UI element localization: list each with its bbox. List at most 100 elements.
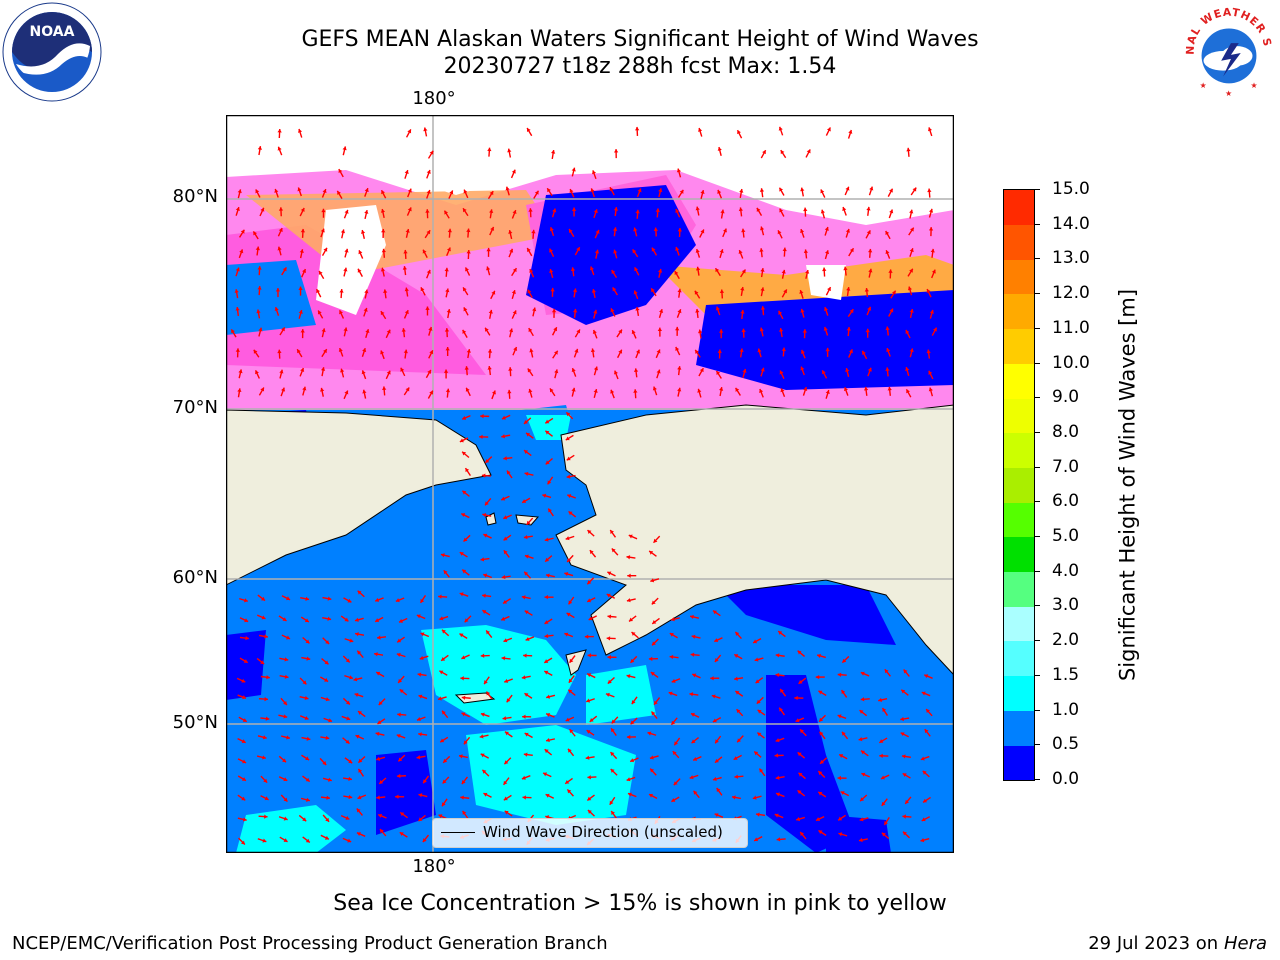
wind-wave-arrowhead [462, 490, 467, 495]
wind-wave-arrowhead [242, 695, 247, 700]
wind-wave-arrowhead [339, 310, 343, 315]
wind-wave-arrowhead [651, 247, 656, 252]
wind-wave-arrowhead [244, 618, 249, 623]
wind-wave-arrowhead [255, 370, 259, 375]
wind-wave-arrowhead [720, 209, 725, 214]
wind-wave-arrowhead [480, 557, 485, 562]
wind-wave-arrowhead [921, 817, 926, 822]
wind-wave-arrowhead [693, 790, 698, 795]
wind-wave-arrowhead [284, 657, 289, 662]
wind-wave-arrowhead [508, 367, 513, 371]
land-siberia [226, 409, 492, 586]
wind-wave-arrowhead [242, 759, 247, 764]
wind-wave-arrowhead [631, 330, 636, 335]
wind-wave-arrowhead [860, 697, 865, 702]
wind-wave-arrowhead [928, 370, 933, 375]
wind-wave-arrowhead [479, 434, 483, 440]
wind-wave-arrowhead [480, 712, 485, 717]
wind-wave-arrowhead [403, 249, 408, 254]
wind-wave-arrowhead [306, 797, 310, 802]
wind-wave-arrowhead [820, 209, 825, 214]
wind-wave-arrowhead [511, 169, 516, 174]
wind-wave-arrowhead [462, 329, 467, 334]
wind-wave-arrowhead [715, 268, 720, 273]
wind-wave-arrowhead [286, 635, 291, 640]
wind-wave-arrowhead [277, 246, 282, 251]
wind-wave-arrowhead [544, 595, 548, 600]
wind-wave-arrowhead [283, 797, 288, 802]
wind-wave-arrowhead [305, 756, 310, 761]
wind-wave-arrowhead [695, 249, 700, 253]
wind-wave-arrowhead [677, 387, 682, 392]
wind-wave-arrowhead [568, 600, 573, 605]
wind-wave-arrowhead [571, 167, 576, 172]
wind-wave-arrowhead [504, 810, 509, 815]
colorbar-tick-label: 0.0 [1052, 769, 1080, 789]
wind-wave-arrowhead [693, 756, 698, 761]
wind-wave-arrowhead [277, 146, 282, 151]
wind-wave-arrowhead [553, 327, 558, 332]
wind-wave-arrowhead [920, 838, 925, 843]
wind-wave-arrowhead [320, 228, 325, 233]
wind-wave-arrowhead [508, 230, 513, 234]
wind-wave-arrowhead [278, 228, 283, 233]
wind-wave-arrowhead [842, 658, 847, 663]
wind-wave-arrowhead [305, 596, 310, 601]
legend-line-swatch [441, 832, 475, 833]
wind-wave-arrowhead [318, 270, 323, 275]
colorbar-segment [1004, 675, 1034, 711]
wind-wave-arrowhead [266, 675, 270, 680]
svg-text:★: ★ [1225, 89, 1232, 98]
wind-wave-arrowhead [699, 368, 704, 373]
moderate-wave-area [466, 725, 636, 825]
colorbar-tick [1034, 674, 1040, 676]
wind-wave-arrowhead [902, 814, 906, 819]
wind-wave-arrowhead [652, 386, 657, 391]
wind-wave-arrowhead [304, 618, 309, 622]
wind-wave-arrowhead [912, 187, 917, 192]
wind-wave-arrowhead [464, 618, 469, 623]
colorbar-tick-label: 1.5 [1052, 664, 1080, 685]
wind-wave-arrowhead [569, 729, 574, 734]
wind-wave-arrowhead [437, 696, 442, 701]
wind-wave-arrowhead [443, 369, 449, 373]
wind-wave-arrowhead [780, 388, 785, 393]
wind-wave-arrowhead [800, 187, 805, 192]
wind-wave-arrowhead [400, 367, 405, 372]
wind-wave-arrowhead [340, 368, 345, 373]
wind-wave-arrowhead [569, 229, 573, 234]
wind-wave-arrowhead [864, 288, 869, 292]
wind-wave-arrowhead [610, 308, 615, 313]
wind-wave-arrowhead [386, 329, 391, 334]
wind-wave-arrowhead [818, 830, 823, 835]
wind-wave-arrowhead [587, 598, 592, 603]
wind-wave-arrowhead [551, 150, 556, 154]
wind-wave-arrowhead [544, 659, 549, 663]
wind-wave-arrowhead [576, 247, 580, 252]
wind-wave-arrowhead [634, 267, 639, 272]
wind-wave-arrowhead [507, 148, 512, 153]
wind-wave-arrowhead [902, 773, 907, 778]
wind-wave-arrowhead [714, 758, 719, 763]
wind-wave-arrowhead [565, 779, 570, 784]
wind-wave-arrowhead [524, 693, 529, 697]
wind-wave-arrowhead [775, 672, 780, 678]
wind-wave-arrowhead [611, 548, 616, 553]
colorbar-segment [1004, 606, 1034, 642]
wind-wave-arrowhead [274, 188, 279, 193]
wind-wave-arrowhead [501, 496, 506, 501]
wind-wave-arrowhead [488, 309, 493, 314]
wind-wave-arrowhead [739, 348, 744, 353]
wind-wave-arrowhead [376, 756, 381, 761]
wind-wave-arrowhead [426, 230, 431, 235]
wind-wave-arrowhead [260, 660, 265, 665]
wind-wave-arrowhead [512, 268, 517, 273]
wind-wave-arrowhead [429, 390, 433, 395]
generation-date-text: 29 Jul 2023 on [1088, 933, 1219, 954]
colorbar-tick [1034, 640, 1040, 642]
wind-wave-arrowhead [446, 247, 451, 252]
wind-wave-arrowhead [501, 616, 506, 621]
wind-wave-arrowhead [466, 228, 471, 233]
wind-wave-arrowhead [321, 328, 326, 333]
wind-wave-arrowhead [869, 186, 874, 191]
